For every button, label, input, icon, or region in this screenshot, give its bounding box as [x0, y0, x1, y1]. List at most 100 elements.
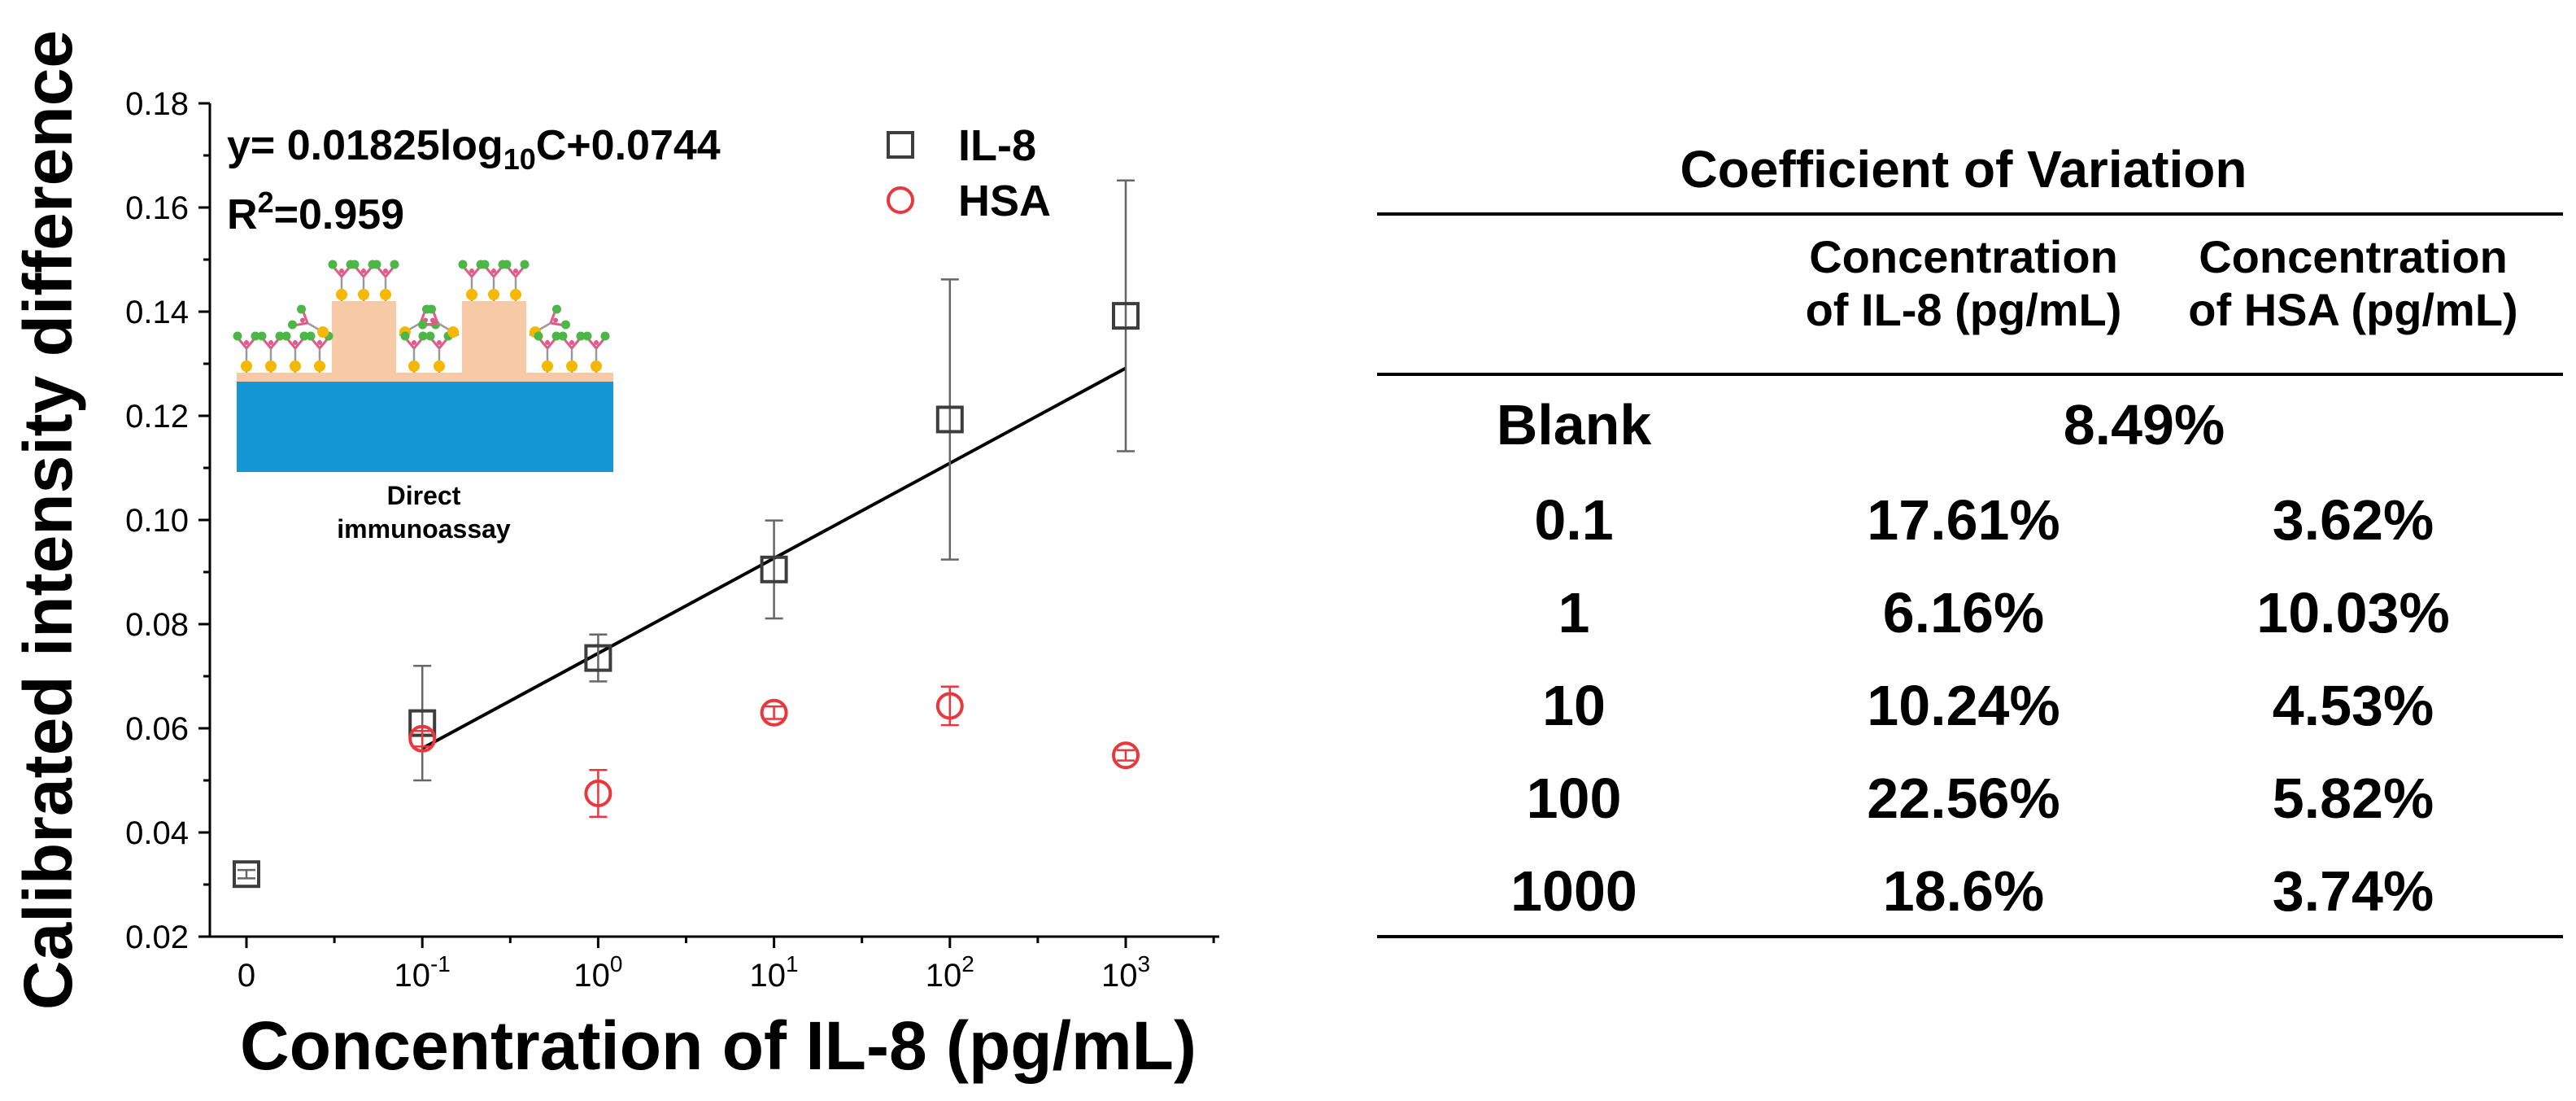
legend: IL-8 HSA [887, 121, 1051, 225]
antibody-hinge [299, 317, 305, 323]
cv-il-8-cell: 10.24% [1867, 674, 2059, 737]
antibody-hinge [317, 340, 322, 345]
antibody-hinge [361, 269, 366, 273]
antibody-arms [462, 266, 482, 277]
legend-square-marker-icon [887, 131, 914, 159]
fit-equation: y= 0.01825log10C+0.0744 [227, 122, 721, 176]
antigen-dot [400, 331, 410, 341]
antibody-icon [281, 331, 309, 373]
antibody-icon [233, 331, 260, 373]
antibody-icon [257, 331, 285, 373]
header-il-8-line-2: of IL-8 (pg/mL) [1806, 284, 2122, 335]
x-tick-base: 10 [926, 958, 962, 994]
inset-label-line-2: immunoassay [337, 514, 511, 544]
antibody-hinge [569, 340, 574, 345]
antibody-icon [425, 331, 453, 373]
antibody-icon [306, 331, 333, 373]
cv-il-8-cell: 6.16% [1883, 581, 2044, 644]
legend-label-hsa: HSA [958, 177, 1051, 225]
antigen-dot [390, 260, 399, 269]
antigen-dot [257, 331, 267, 341]
y-tick-label: 0.04 [125, 815, 189, 851]
antibody-hinge [293, 340, 298, 345]
antibody-hinge [553, 317, 559, 323]
x-tick-exponent: 0 [610, 951, 623, 976]
y-tick-label: 0.02 [125, 920, 189, 955]
hsa-data-point [1112, 741, 1140, 770]
x-tick-exponent: 2 [961, 951, 974, 976]
antibody-icon [558, 331, 586, 373]
y-axis-title: Calibrated intensity difference [10, 30, 86, 1010]
antigen-dot [233, 331, 242, 341]
cv-il-8-cell: 18.6% [1883, 859, 2044, 923]
y-tick-label: 0.12 [125, 399, 189, 435]
antibody-icon [288, 304, 329, 338]
plot-area: 0.020.040.060.080.100.120.140.160.180 10-… [125, 86, 1219, 994]
r-squared-value: =0.959 [274, 191, 405, 238]
antibody-icon [480, 260, 508, 301]
antibody-hinge [383, 269, 388, 273]
antigen-dot [418, 320, 428, 330]
il-8-data-point [760, 519, 788, 620]
header-hsa-line-2: of HSA (pg/mL) [2188, 284, 2517, 335]
antibody-hinge [339, 269, 344, 273]
antibody-arms [285, 338, 305, 349]
y-tick-label: 0.14 [125, 295, 189, 330]
il-8-data-point [584, 633, 612, 683]
antigen-dot [275, 331, 285, 341]
table-body: 0.1 17.61% 3.62% 1 6.16% 10.03% 10 10.24% 4.53% 1… [1510, 488, 2450, 923]
row-label: 1 [1558, 581, 1590, 644]
antibody-icon [502, 260, 530, 301]
antigen-dot [306, 331, 316, 341]
il-8-data-point [935, 278, 964, 561]
fit-equation-subscript: 10 [503, 142, 536, 176]
cv-hsa-cell: 4.53% [2273, 674, 2434, 737]
antibody-arms [538, 338, 557, 349]
antigen-dot [560, 320, 570, 330]
antibody-hinge [437, 340, 442, 345]
particle-dot [317, 326, 329, 338]
antibody-hinge [412, 340, 416, 345]
antibody-icon [372, 260, 399, 301]
row-label: 10 [1542, 674, 1606, 737]
antigen-dot [251, 331, 260, 341]
x-tick-exponent: -1 [430, 951, 451, 976]
antibody-hinge [429, 317, 435, 323]
x-tick-label: 0 [238, 958, 255, 994]
antigen-dot [297, 304, 307, 314]
cv-il-8-cell: 22.56% [1867, 767, 2059, 830]
antibody-icon [582, 331, 610, 373]
x-tick-base: 10 [573, 958, 610, 994]
antibody-icon [400, 331, 428, 373]
il-8-square-marker [935, 405, 964, 434]
row-label: 1000 [1510, 859, 1637, 923]
particle-dot [380, 289, 391, 300]
antibody-arms [310, 338, 329, 349]
antibody-arms [586, 338, 606, 349]
y-tick-label: 0.18 [125, 86, 189, 122]
antibody-arms [376, 266, 395, 277]
antigen-dot [427, 304, 437, 314]
particle-dot [241, 360, 252, 372]
x-tick-label: 103 [1101, 951, 1150, 994]
antigen-dot [372, 260, 381, 269]
antibody-hinge [491, 269, 496, 273]
x-tick-exponent: 3 [1137, 951, 1150, 976]
y-tick-label: 0.08 [125, 607, 189, 643]
antigen-dot [288, 320, 298, 330]
base-layer [237, 373, 613, 382]
r-squared-symbol: R [227, 191, 258, 238]
antibody-hinge [469, 269, 474, 273]
antigen-dot [350, 260, 360, 269]
antibody-arms [261, 338, 281, 349]
antigen-dot [281, 331, 291, 341]
antibody-arms [294, 310, 309, 327]
fit-equation-main: y= 0.01825log [227, 122, 503, 169]
table-title: Coefficient of Variation [1680, 140, 2247, 199]
antigen-dot [480, 260, 490, 269]
antigen-dot [299, 331, 309, 341]
antibody-arms [549, 310, 564, 327]
cv-il-8-cell: 17.61% [1867, 488, 2059, 552]
x-axis-title: Concentration of IL-8 (pg/mL) [240, 1007, 1196, 1084]
